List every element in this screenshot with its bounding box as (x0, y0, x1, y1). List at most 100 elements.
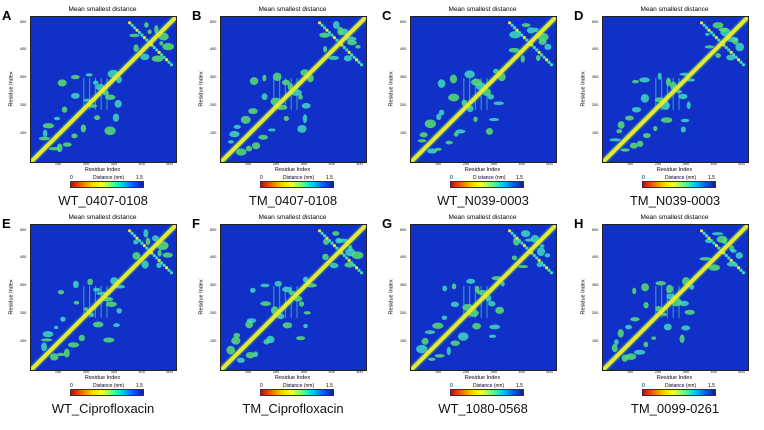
contact-blob (625, 324, 632, 330)
contact-blob (57, 290, 65, 295)
y-tick-label: 500 (400, 19, 407, 24)
contact-blob (85, 73, 93, 77)
contact-blob (49, 353, 59, 361)
x-tick-label: 500 (356, 162, 363, 166)
contact-blob (549, 63, 554, 67)
contact-blob (521, 23, 531, 28)
x-tick-label: 100 (54, 162, 62, 166)
contact-blob (708, 264, 720, 271)
contact-blob (475, 285, 480, 293)
contact-blob (89, 312, 95, 318)
contact-blob (38, 136, 50, 141)
contact-blob (521, 230, 531, 238)
contact-blob (160, 53, 164, 57)
contact-blob (282, 286, 292, 293)
contact-blob (508, 229, 512, 233)
heatmap-panel-D: D Mean smallest distance 100 200 300 400 500 10… (574, 4, 760, 210)
contact-blob (323, 238, 330, 246)
heatmap-panel-H: H Mean smallest distance 100 200 300 400 500 10… (574, 212, 760, 418)
contact-blob (660, 117, 673, 123)
contact-blob (616, 129, 623, 134)
x-tick-label: 500 (546, 162, 553, 166)
x-axis-label: Residue Index (84, 167, 121, 173)
x-tick-label: 400 (328, 370, 335, 374)
x-tick-label: 300 (490, 370, 497, 374)
panel-title: Mean smallest distance (448, 6, 517, 13)
contact-blob (493, 68, 499, 74)
contact-blob (250, 287, 256, 293)
colorbar-min-label: 0 (450, 383, 453, 389)
diagonal-band (411, 225, 556, 370)
contact-blob (633, 349, 646, 355)
contact-blob (540, 53, 544, 57)
contact-blob (712, 33, 716, 37)
contact-blob (549, 271, 554, 275)
contact-band (83, 77, 85, 110)
contact-blob (298, 301, 305, 307)
contact-blob (354, 58, 359, 62)
contact-band (83, 285, 85, 318)
colorbar (260, 389, 334, 396)
contact-blob (283, 115, 289, 122)
contact-blob (450, 340, 460, 346)
contact-blob (359, 63, 364, 67)
contact-blob (352, 263, 356, 267)
contact-blob (500, 281, 505, 287)
contact-blob (94, 115, 101, 121)
contact-blob (342, 45, 346, 50)
contact-blob (714, 243, 718, 248)
contact-blob (268, 128, 276, 132)
contact-blob (233, 124, 241, 129)
contact-blob (717, 246, 721, 250)
colorbar (260, 181, 334, 188)
x-tick-label: 100 (434, 370, 442, 374)
contact-blob (332, 231, 340, 236)
contact-blob (303, 311, 311, 315)
colorbar-label: Distance (nm) (93, 383, 125, 389)
contact-blob (346, 40, 357, 46)
colorbar-max-label: 1.5 (516, 175, 523, 181)
contact-blob (445, 140, 453, 145)
contact-band (296, 285, 298, 318)
colorbar (450, 181, 524, 188)
contact-blob (133, 239, 139, 245)
contact-blob (233, 332, 241, 338)
x-axis-label: Residue Index (274, 167, 311, 173)
contact-blob (704, 26, 709, 30)
contact-blob (337, 26, 344, 36)
contact-blob (512, 26, 517, 30)
contact-blob (625, 353, 637, 360)
panel-letter: C (382, 8, 392, 23)
contact-blob (323, 46, 328, 53)
contact-blob (167, 60, 171, 64)
contact-band (106, 77, 108, 110)
contact-blob (729, 50, 733, 54)
y-tick-label: 300 (400, 283, 407, 288)
diagonal-band (603, 17, 748, 162)
x-tick-label: 300 (682, 370, 689, 374)
contact-blob (464, 70, 475, 79)
contact-band (284, 285, 286, 318)
contact-blob (157, 258, 161, 262)
contact-band (678, 285, 680, 318)
x-tick-label: 400 (138, 162, 145, 166)
contact-blob (536, 54, 541, 61)
contact-blob (92, 321, 104, 328)
y-tick-label: 400 (400, 255, 407, 260)
contact-blob (40, 338, 53, 342)
contact-blob (42, 129, 48, 138)
contact-blob (73, 300, 80, 305)
contact-blob (164, 58, 169, 62)
y-tick-label: 200 (592, 311, 599, 316)
contact-blob (741, 271, 746, 275)
contact-blob (322, 26, 327, 30)
contact-band (678, 77, 680, 110)
contact-blob (487, 94, 495, 100)
contact-blob (72, 280, 79, 289)
x-tick-label: 200 (272, 370, 280, 374)
contact-blob (434, 147, 442, 151)
contact-band (474, 77, 476, 110)
contact-blob (702, 23, 706, 27)
contact-blob (137, 239, 142, 243)
heatmap-panel-B: B Mean smallest distance 100 200 300 400 500 10… (192, 4, 378, 210)
